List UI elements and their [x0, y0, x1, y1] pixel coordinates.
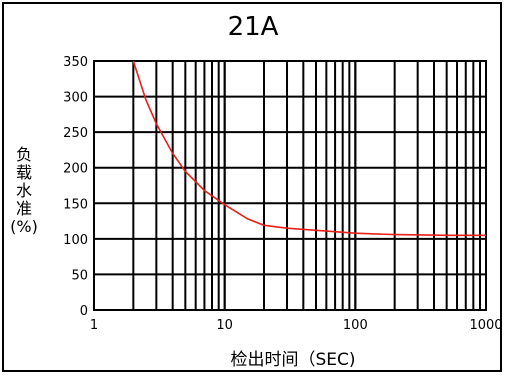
- y-tick-label: 200: [63, 162, 88, 177]
- y-axis-label-char: 水: [15, 181, 32, 200]
- y-tick-label: 250: [63, 126, 88, 141]
- y-tick-label: 150: [63, 197, 88, 212]
- y-axis-label-char: 载: [15, 163, 32, 182]
- x-axis-label: 检出时间（SEC): [230, 350, 356, 370]
- y-tick-label: 0: [80, 304, 88, 319]
- x-tick-label: 10: [216, 318, 233, 333]
- y-axis-label-char: 准: [15, 199, 32, 218]
- x-tick-label: 1000: [469, 318, 502, 333]
- series-line: [132, 60, 486, 237]
- y-axis-unit: (%): [10, 217, 38, 236]
- y-tick-label: 300: [63, 91, 88, 106]
- y-axis-label: 负 载 水 准 (%): [4, 146, 44, 236]
- y-tick-label: 50: [71, 268, 88, 283]
- chart-title: 21A: [227, 12, 279, 42]
- y-axis-label-char: 负: [15, 145, 32, 164]
- y-tick-label: 100: [63, 233, 88, 248]
- plot-border: [93, 60, 487, 311]
- y-tick-label: 350: [63, 55, 88, 70]
- x-tick-label: 100: [343, 318, 368, 333]
- x-tick-label: 1: [90, 318, 98, 333]
